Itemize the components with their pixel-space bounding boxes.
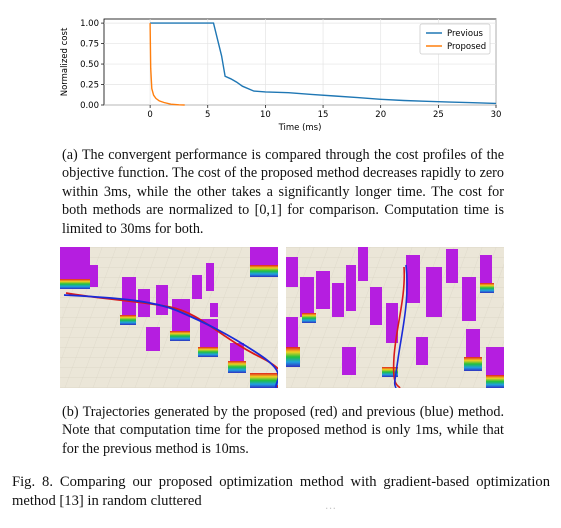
x-axis-label: Time (ms) [278,123,322,133]
x-tick-label: 20 [375,110,386,120]
grid-lines [104,19,497,106]
y-tick-label: 0.75 [80,40,99,50]
y-axis-label: Normalized cost [60,27,70,96]
figure-caption: Fig. 8. Comparing our proposed optimizat… [12,474,550,509]
x-tick-label: 15 [318,110,329,120]
series-line-proposed [149,23,185,106]
y-tick-label: 0.25 [80,81,99,91]
trajectory-panel-right [286,247,504,388]
x-tick-label: 10 [260,110,271,120]
x-tick-label: 5 [205,110,210,120]
legend: Previous Proposed [419,23,491,55]
y-ticks: 0.00 0.25 0.50 0.75 1.00 [80,19,104,111]
trajectory-previous [63,294,278,388]
caption-a: (a) The convergent performance is compar… [62,147,504,237]
y-tick-label: 1.00 [80,19,99,29]
trajectory-proposed [392,266,406,388]
y-tick-label: 0.00 [80,101,99,111]
legend-label-proposed: Proposed [447,42,486,52]
obstacles [286,247,504,388]
caption-b: (b) Trajectories generated by the propos… [62,404,504,457]
legend-label-previous: Previous [447,29,483,39]
trajectory-panel-left [60,247,278,388]
x-tick-label: 0 [147,110,152,120]
series-lines [149,22,497,106]
x-tick-label: 30 [491,110,502,120]
x-ticks: 0 5 10 15 20 25 30 [147,105,501,120]
watermark: ... [325,498,337,512]
series-line-previous [150,22,497,105]
trajectory-previous [393,264,408,388]
y-tick-label: 0.50 [80,60,99,70]
x-tick-label: 25 [433,110,444,120]
cost-profile-chart: 0 5 10 15 20 25 30 0.00 0.25 0.50 0.75 1.00 Time (… [60,18,501,133]
